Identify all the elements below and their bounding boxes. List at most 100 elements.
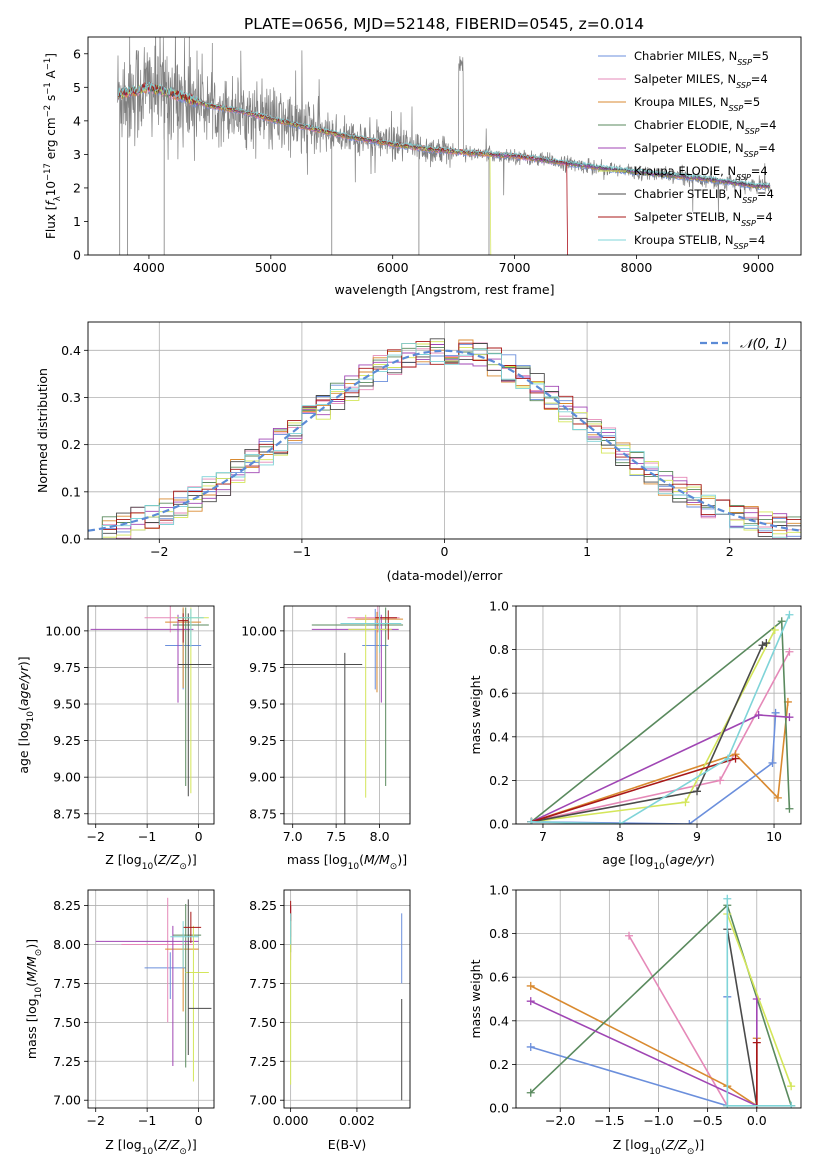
legend-label: Kroupa MILES, N bbox=[634, 95, 729, 109]
x-tick-label: 4000 bbox=[133, 260, 165, 275]
x-axis-label-part: age/yr bbox=[670, 852, 711, 867]
y-axis-label-part: λ bbox=[53, 196, 63, 201]
y-tick-label: 8.00 bbox=[249, 937, 277, 952]
y-axis-label-part: ] bbox=[44, 53, 58, 58]
y-axis-label-main: mass weight bbox=[468, 675, 483, 754]
y-axis-label-main: age [log bbox=[16, 722, 31, 773]
y-tick-label: 3 bbox=[73, 147, 81, 162]
y-tick-label: 0.4 bbox=[489, 1013, 509, 1028]
y-tick-label: 9.25 bbox=[53, 733, 81, 748]
x-axis-label: mass [log10(M/M⊙)] bbox=[287, 852, 407, 872]
legend-label: Salpeter STELIB, N bbox=[634, 210, 741, 224]
legend-sub: SSP bbox=[742, 196, 757, 205]
spectrum-data bbox=[116, 37, 771, 213]
legend-sub: SSP bbox=[736, 81, 751, 90]
weight-marker bbox=[526, 1042, 535, 1051]
x-tick-label: 0.002 bbox=[339, 1113, 375, 1128]
legend-label: Chabrier STELIB, N bbox=[634, 187, 742, 201]
legend-n: =4 bbox=[760, 118, 777, 132]
y-tick-label: 9.00 bbox=[53, 770, 81, 785]
legend-n: =4 bbox=[757, 187, 774, 201]
x-axis-label: Z [log10(Z/Z⊙)] bbox=[105, 852, 196, 872]
x-axis-label-part: Z/Z bbox=[157, 1137, 180, 1152]
y-tick-label: 0.4 bbox=[61, 343, 81, 358]
x-tick-label: −2.0 bbox=[545, 1113, 575, 1128]
weight-marker bbox=[527, 817, 536, 824]
y-tick-label: 8.75 bbox=[249, 806, 277, 821]
legend-entry-2: Kroupa MILES, NSSP=5 bbox=[634, 95, 760, 113]
legend-label: Salpeter ELODIE, N bbox=[634, 141, 744, 155]
axes-frame bbox=[283, 889, 411, 1109]
legend-label: Chabrier ELODIE, N bbox=[634, 118, 745, 132]
y-tick-label: 0.6 bbox=[489, 970, 509, 985]
x-tick-label: 8.0 bbox=[370, 829, 390, 844]
weight-marker bbox=[773, 793, 782, 802]
axes-frame bbox=[87, 321, 802, 540]
weight-marker bbox=[625, 931, 634, 940]
x-axis-label-part: ⊙ bbox=[179, 862, 187, 872]
legend-sub: SSP bbox=[741, 219, 756, 228]
x-tick-label: 6000 bbox=[377, 260, 409, 275]
y-tick-label: 9.75 bbox=[249, 660, 277, 675]
legend-sub: SSP bbox=[737, 58, 752, 67]
x-axis-label-part: ) bbox=[710, 852, 715, 867]
axes-mass_vs_EBV: 0.000 0.002 7.00 7.25 7.50 7.75 8.00 8.25 E(B-V) bbox=[249, 889, 411, 1152]
plot-area bbox=[116, 37, 771, 255]
x-axis-label-part: ( bbox=[665, 852, 670, 867]
y-axis-label-part: 10 bbox=[26, 711, 36, 723]
x-tick-label: −1.5 bbox=[594, 1113, 624, 1128]
y-axis-label-part: ⊙ bbox=[34, 949, 44, 957]
weight-marker bbox=[754, 711, 763, 719]
y-axis-label: Normed distribution bbox=[35, 368, 50, 493]
x-axis-label-part: ⊙ bbox=[179, 1147, 187, 1157]
y-tick-label: 8.75 bbox=[53, 806, 81, 821]
y-axis-label-part: age/yr bbox=[16, 665, 31, 706]
legend-entry-5: Kroupa ELODIE, NSSP=4 bbox=[634, 164, 768, 182]
axes-age_vs_mass: 7.0 7.5 8.0 8.75 9.00 9.25 9.50 9.75 10.00 mass [… bbox=[241, 605, 411, 872]
y-tick-label: 0.6 bbox=[489, 686, 509, 701]
y-tick-label: 6 bbox=[73, 46, 81, 61]
x-axis-label-part: Z/Z bbox=[665, 1137, 688, 1152]
weight-marker bbox=[752, 1038, 761, 1047]
x-axis-label-main: Z [log bbox=[105, 1137, 141, 1152]
weight-series-0 bbox=[531, 712, 777, 824]
weight-series-4 bbox=[530, 999, 758, 1108]
legend-n: =5 bbox=[752, 49, 769, 63]
axes-frame bbox=[87, 36, 802, 256]
weight-marker bbox=[693, 787, 702, 796]
y-axis-label-part: −2 bbox=[43, 105, 53, 118]
x-tick-label: 9000 bbox=[742, 260, 774, 275]
x-tick-label: 7000 bbox=[499, 260, 531, 275]
axes-spectrum: 4000 5000 6000 7000 8000 9000 0 1 2 3 4 5 6 wavelengt… bbox=[43, 36, 802, 297]
legend-entry-4: Salpeter ELODIE, NSSP=4 bbox=[634, 141, 775, 159]
x-axis-label: wavelength [Angstrom, rest frame] bbox=[334, 282, 554, 297]
weight-marker bbox=[777, 617, 786, 626]
y-tick-label: 2 bbox=[73, 180, 81, 195]
legend-n: =5 bbox=[743, 95, 760, 109]
y-tick-label: 0.8 bbox=[489, 926, 509, 941]
axes-frame bbox=[515, 889, 802, 1109]
y-tick-label: 9.50 bbox=[53, 697, 81, 712]
weight-series-3 bbox=[530, 619, 791, 823]
legend-sub: SSP bbox=[736, 173, 751, 182]
y-tick-label: 5 bbox=[73, 80, 81, 95]
y-tick-label: 9.00 bbox=[249, 770, 277, 785]
x-tick-label: 9 bbox=[693, 829, 701, 844]
y-tick-label: 10.00 bbox=[241, 623, 277, 638]
x-axis-label-main: Z [log bbox=[105, 852, 141, 867]
y-tick-label: 1 bbox=[73, 214, 81, 229]
plot-area bbox=[88, 606, 214, 824]
legend-entry-7: Salpeter STELIB, NSSP=4 bbox=[634, 210, 773, 228]
weight-marker bbox=[762, 639, 771, 648]
legend-label: Salpeter MILES, N bbox=[634, 72, 736, 86]
weight-marker bbox=[787, 1101, 796, 1108]
y-axis-label: age [log10(age/yr)] bbox=[16, 656, 36, 773]
axes-mass_vs_Z: −2 −1 07.007.257.507.758.008.25Z [log10(Z/… bbox=[24, 889, 215, 1157]
y-axis-label-part: A bbox=[44, 69, 58, 82]
x-axis-label-part: ( bbox=[153, 852, 158, 867]
y-tick-label: 7.25 bbox=[53, 1054, 81, 1069]
weight-series-5 bbox=[726, 913, 792, 1087]
legend-entry-3: Chabrier ELODIE, NSSP=4 bbox=[634, 118, 776, 136]
legend-label: Kroupa ELODIE, N bbox=[634, 164, 736, 178]
figure-title: PLATE=0656, MJD=52148, FIBERID=0545, z=0… bbox=[244, 15, 644, 33]
